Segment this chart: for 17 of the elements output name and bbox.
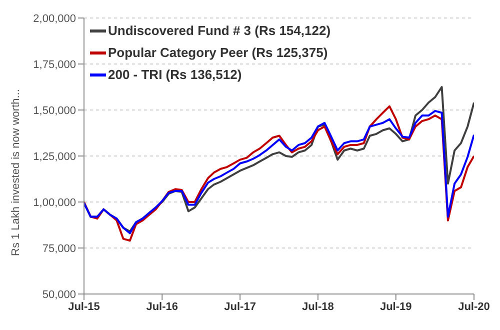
y-tick-label: 1,75,000 [33,58,76,71]
x-tick-label: Jul-16 [146,300,178,313]
x-tick-label: Jul-15 [68,300,100,313]
legend-label: 200 - TRI (Rs 136,512) [108,66,242,84]
x-tick-label: Jul-20 [458,300,490,313]
x-tick-label: Jul-19 [380,300,412,313]
y-tick-label: 1,25,000 [33,150,76,163]
legend-label: Undiscovered Fund # 3 (Rs 154,122) [108,22,331,40]
y-tick-label: 50,000 [42,288,76,301]
y-tick-label: 2,00,000 [33,12,76,25]
x-tick-label: Jul-17 [224,300,256,313]
y-tick-label: 1,00,000 [33,196,76,209]
y-tick-label: 75,000 [42,242,76,255]
x-tick-label: Jul-18 [302,300,334,313]
legend-label: Popular Category Peer (Rs 125,375) [108,44,328,62]
y-axis-title: Rs 1 Lakh invested is now worth... [10,89,22,256]
y-tick-label: 1,50,000 [33,104,76,117]
